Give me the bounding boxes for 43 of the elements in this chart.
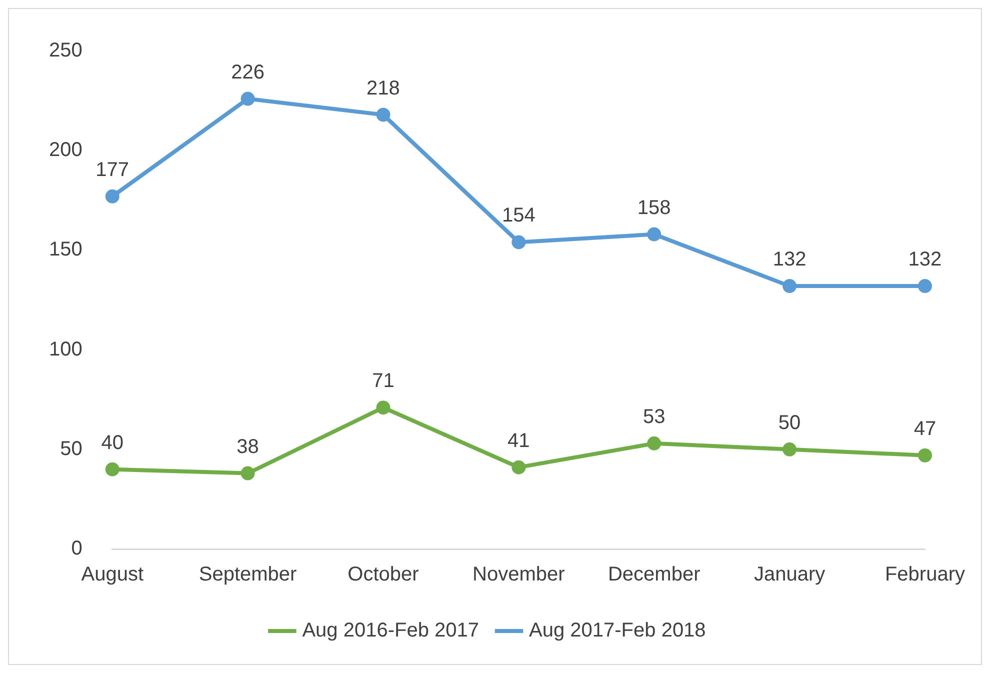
data-label: 40 <box>101 432 124 454</box>
data-label: 53 <box>642 406 666 428</box>
y-tick-label: 50 <box>60 438 82 460</box>
data-label: 132 <box>908 248 942 271</box>
point <box>512 460 526 474</box>
data-label: 218 <box>366 77 400 100</box>
point <box>647 436 662 450</box>
data-label: 154 <box>502 204 536 227</box>
point <box>918 448 932 462</box>
x-tick-label: October <box>348 564 420 586</box>
x-tick-label: December <box>608 564 701 586</box>
x-tick-label: September <box>198 564 298 586</box>
data-label: 177 <box>96 158 130 181</box>
data-label: 50 <box>778 412 801 434</box>
point <box>782 279 797 294</box>
point <box>240 92 255 106</box>
data-label: 47 <box>914 418 936 440</box>
x-tick-label: November <box>472 564 566 586</box>
y-tick-label: 250 <box>48 40 82 62</box>
data-label: 71 <box>372 370 394 392</box>
y-tick-label: 0 <box>71 538 82 560</box>
point <box>105 189 120 204</box>
point <box>105 462 120 476</box>
data-label: 38 <box>236 436 259 458</box>
y-tick-label: 200 <box>48 139 82 162</box>
legend-label: Aug 2016-Feb 2017 <box>302 620 480 642</box>
point <box>918 279 932 294</box>
point <box>782 442 797 456</box>
legend-label: Aug 2017-Feb 2018 <box>529 620 706 642</box>
point <box>240 466 255 480</box>
data-label: 226 <box>231 61 264 84</box>
data-label: 158 <box>637 196 671 219</box>
y-tick-label: 150 <box>48 238 82 261</box>
data-label: 132 <box>772 248 806 271</box>
point <box>376 108 390 122</box>
point <box>376 400 390 415</box>
point <box>647 227 662 242</box>
x-tick-label: January <box>754 564 826 586</box>
x-tick-label: February <box>884 564 965 586</box>
data-label: 41 <box>508 430 530 452</box>
x-tick-label: August <box>81 564 144 586</box>
y-tick-label: 100 <box>48 338 82 360</box>
point <box>512 235 526 250</box>
